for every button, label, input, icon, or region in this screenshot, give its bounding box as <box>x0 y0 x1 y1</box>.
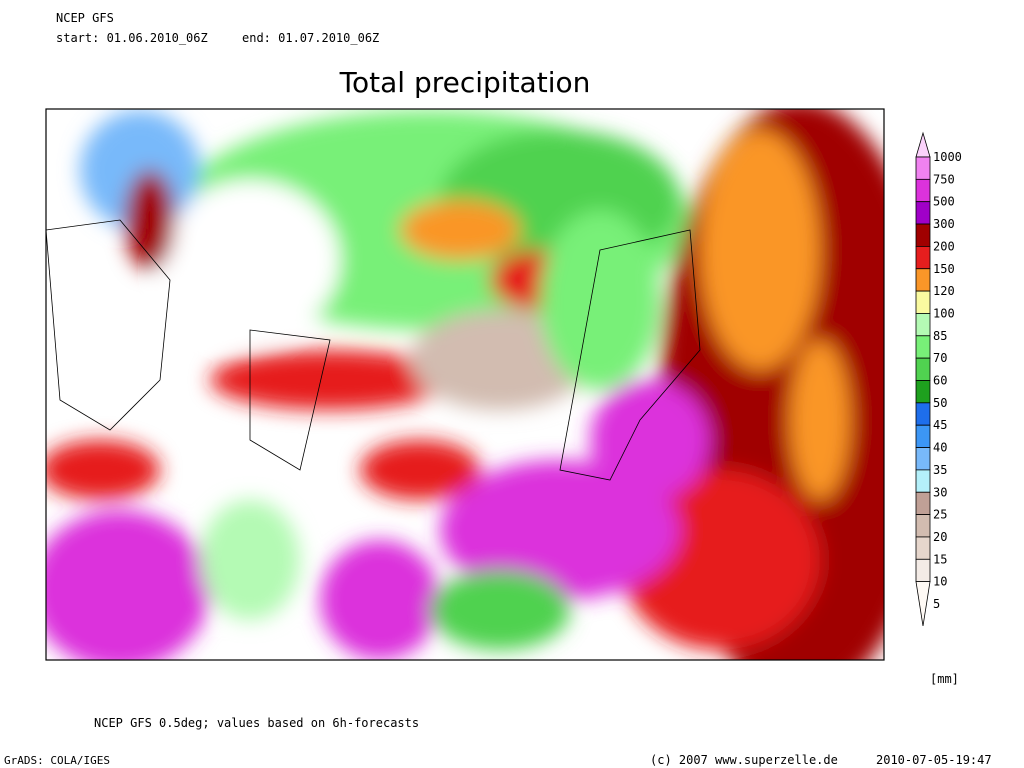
colorbar-box <box>915 536 931 560</box>
colorbar-label: 60 <box>933 374 947 388</box>
coastlines <box>46 219 701 481</box>
colorbar-label: 15 <box>933 552 947 566</box>
colorbar-label: 30 <box>933 485 947 499</box>
colorbar-box <box>915 514 931 538</box>
colorbar-label: 35 <box>933 463 947 477</box>
colorbar-box <box>915 424 931 448</box>
colorbar-box <box>915 491 931 516</box>
colorbar-label: 40 <box>933 441 947 455</box>
colorbar-end <box>915 581 931 627</box>
colorbar-label: 85 <box>933 329 947 343</box>
model-label: NCEP GFS <box>56 11 114 25</box>
start-label: start: 01.06.2010_06Z <box>56 31 208 45</box>
colorbar-box <box>915 335 931 359</box>
colorbar-box <box>915 268 931 292</box>
colorbar-label: 750 <box>933 172 955 186</box>
map-frame <box>45 108 885 661</box>
colorbar-label: 150 <box>933 262 955 276</box>
colorbar-box <box>915 380 931 404</box>
colorbar-box <box>915 156 931 180</box>
unit-label: [mm] <box>930 672 959 686</box>
colorbar-label: 10 <box>933 575 947 589</box>
copyright: (c) 2007 www.superzelle.de <box>650 753 838 767</box>
colorbar-label: 100 <box>933 306 955 320</box>
colorbar-label: 20 <box>933 530 947 544</box>
colorbar-box <box>915 469 931 493</box>
colorbar-label: 1000 <box>933 150 962 164</box>
end-label: end: 01.07.2010_06Z <box>242 31 379 45</box>
colorbar-label: 120 <box>933 284 955 298</box>
colorbar-box <box>915 402 931 426</box>
precip-field <box>46 109 884 660</box>
software: GrADS: COLA/IGES <box>4 754 110 767</box>
colorbar-label: 300 <box>933 217 955 231</box>
colorbar-box <box>915 223 931 247</box>
map <box>46 109 884 660</box>
colorbar-label: 5 <box>933 597 940 611</box>
title: Total precipitation <box>339 66 591 99</box>
colorbar-end <box>915 131 931 158</box>
colorbar-label: 50 <box>933 396 947 410</box>
colorbar-box <box>915 290 931 314</box>
colorbar-label: 45 <box>933 418 947 432</box>
colorbar-label: 200 <box>933 239 955 253</box>
colorbar-label: 25 <box>933 508 947 522</box>
note: NCEP GFS 0.5deg; values based on 6h-fore… <box>94 716 419 730</box>
colorbar-box <box>915 447 931 471</box>
colorbar-label: 70 <box>933 351 947 365</box>
colorbar-box <box>915 357 931 381</box>
colorbar-label: 500 <box>933 195 955 209</box>
colorbar-box <box>915 201 931 225</box>
colorbar-box <box>915 313 931 337</box>
colorbar: 1000 750 500 300 200 150 120 100 85 70 60 50 45 40 35 3… <box>915 131 962 627</box>
colorbar-box <box>915 245 931 270</box>
timestamp: 2010-07-05-19:47 <box>876 753 992 767</box>
colorbar-box <box>915 558 931 583</box>
colorbar-box <box>915 178 931 203</box>
